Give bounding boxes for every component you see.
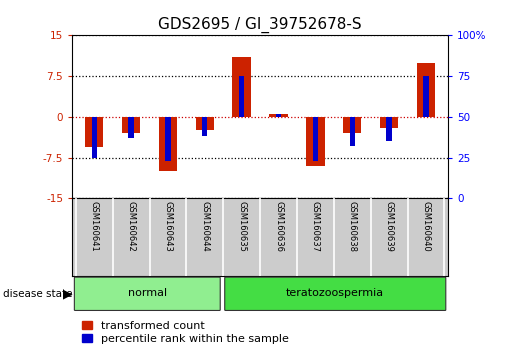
- Bar: [85, 117, 104, 147]
- Text: GSM160640: GSM160640: [421, 201, 431, 251]
- Text: ▶: ▶: [63, 287, 73, 300]
- Bar: [232, 57, 251, 117]
- FancyBboxPatch shape: [74, 277, 220, 310]
- Bar: [122, 117, 140, 133]
- Bar: [306, 117, 324, 166]
- Bar: [386, 117, 392, 141]
- Bar: [276, 114, 281, 117]
- Bar: [165, 117, 170, 161]
- Text: GSM160642: GSM160642: [127, 201, 135, 251]
- Title: GDS2695 / GI_39752678-S: GDS2695 / GI_39752678-S: [158, 16, 362, 33]
- Text: GSM160643: GSM160643: [163, 201, 173, 251]
- Text: GSM160644: GSM160644: [200, 201, 209, 251]
- Bar: [196, 117, 214, 130]
- Text: teratozoospermia: teratozoospermia: [286, 288, 384, 298]
- Bar: [380, 117, 398, 128]
- Bar: [313, 117, 318, 161]
- Bar: [202, 117, 208, 136]
- Legend: transformed count, percentile rank within the sample: transformed count, percentile rank withi…: [78, 317, 294, 348]
- Text: GSM160639: GSM160639: [385, 201, 393, 251]
- Text: GSM160636: GSM160636: [274, 201, 283, 252]
- FancyBboxPatch shape: [225, 277, 446, 310]
- Bar: [92, 117, 97, 158]
- Bar: [239, 76, 244, 117]
- Bar: [159, 117, 177, 171]
- Text: GSM160637: GSM160637: [311, 201, 320, 252]
- Bar: [269, 114, 288, 117]
- Text: disease state: disease state: [3, 289, 72, 299]
- Bar: [417, 63, 435, 117]
- Bar: [350, 117, 355, 146]
- Bar: [129, 117, 134, 138]
- Text: GSM160638: GSM160638: [348, 201, 357, 252]
- Bar: [423, 76, 428, 117]
- Text: GSM160635: GSM160635: [237, 201, 246, 251]
- Bar: [343, 117, 362, 133]
- Text: GSM160641: GSM160641: [90, 201, 99, 251]
- Text: normal: normal: [128, 288, 167, 298]
